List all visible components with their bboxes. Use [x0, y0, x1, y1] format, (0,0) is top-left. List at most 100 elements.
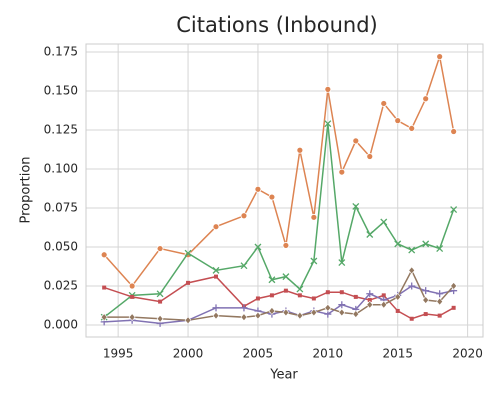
point	[451, 305, 456, 310]
point	[184, 316, 192, 325]
point	[408, 125, 416, 132]
point	[268, 276, 276, 284]
point	[310, 308, 318, 317]
point	[437, 313, 442, 318]
point	[450, 128, 458, 135]
point	[338, 308, 346, 317]
point	[380, 218, 388, 226]
point	[339, 290, 344, 295]
point	[212, 304, 220, 312]
y-tick-label: 0.125	[44, 122, 78, 136]
point	[156, 290, 164, 298]
point	[422, 296, 430, 304]
point	[394, 117, 402, 125]
x-axis-label: Year	[269, 368, 298, 383]
point	[422, 240, 430, 248]
point	[311, 296, 316, 301]
point	[338, 168, 346, 176]
point	[100, 313, 108, 322]
x-tick-label: 2000	[173, 347, 204, 361]
point	[324, 86, 332, 93]
point	[254, 185, 262, 193]
y-tick-label: 0.050	[44, 239, 78, 253]
point	[423, 312, 428, 317]
y-tick-label: 0.175	[44, 44, 78, 58]
point	[283, 288, 288, 293]
point	[450, 282, 458, 290]
y-tick-label: 0.100	[44, 161, 78, 175]
point	[100, 251, 108, 259]
point	[338, 301, 346, 309]
point	[325, 290, 330, 295]
point	[212, 266, 220, 274]
point	[436, 290, 444, 298]
x-tick-label: 2010	[313, 347, 344, 361]
point	[240, 212, 248, 220]
point	[436, 297, 444, 306]
point	[282, 242, 290, 249]
y-tick-label: 0.075	[44, 200, 78, 214]
point	[409, 316, 414, 321]
point	[212, 311, 220, 320]
point	[156, 245, 164, 252]
x-tick-label: 1995	[103, 347, 134, 361]
point	[436, 245, 444, 252]
point	[436, 53, 444, 61]
point	[158, 299, 163, 304]
point	[255, 296, 260, 301]
point	[408, 246, 416, 254]
point	[128, 282, 136, 290]
chart-title: Citations (Inbound)	[176, 13, 377, 37]
point	[254, 311, 262, 320]
point	[297, 293, 302, 298]
point	[408, 266, 416, 275]
x-tick-label: 2005	[243, 347, 274, 361]
point	[380, 100, 388, 107]
point	[338, 259, 346, 267]
x-tick-label: 2015	[382, 347, 413, 361]
point	[282, 273, 290, 281]
point	[240, 313, 248, 322]
x-tick-label: 2020	[452, 347, 483, 361]
point	[395, 308, 400, 313]
point	[102, 285, 107, 290]
point	[324, 303, 332, 312]
point	[422, 287, 430, 295]
point	[130, 294, 135, 299]
point	[268, 193, 276, 201]
point	[366, 300, 374, 309]
point	[310, 257, 318, 265]
point	[352, 310, 360, 319]
point	[422, 95, 430, 103]
point	[366, 153, 374, 160]
point	[367, 298, 372, 303]
y-tick-label: 0.000	[44, 317, 78, 331]
point	[394, 292, 402, 301]
point	[128, 313, 136, 322]
y-axis-label: Proportion	[19, 156, 34, 223]
point	[296, 311, 304, 320]
point	[186, 280, 191, 285]
point	[450, 206, 458, 213]
y-tick-label: 0.150	[44, 83, 78, 97]
point	[353, 294, 358, 299]
point	[352, 202, 360, 210]
plot-frame	[85, 43, 484, 338]
point	[408, 282, 416, 290]
point	[380, 300, 388, 309]
point	[394, 240, 402, 248]
point	[296, 146, 304, 154]
point	[269, 293, 274, 298]
point	[310, 213, 318, 221]
point	[214, 274, 219, 279]
point	[254, 243, 262, 251]
point	[296, 285, 304, 293]
point	[352, 137, 360, 145]
point	[282, 308, 290, 317]
point	[240, 304, 248, 312]
y-tick-label: 0.025	[44, 278, 78, 292]
point	[156, 314, 164, 323]
point	[366, 290, 374, 298]
